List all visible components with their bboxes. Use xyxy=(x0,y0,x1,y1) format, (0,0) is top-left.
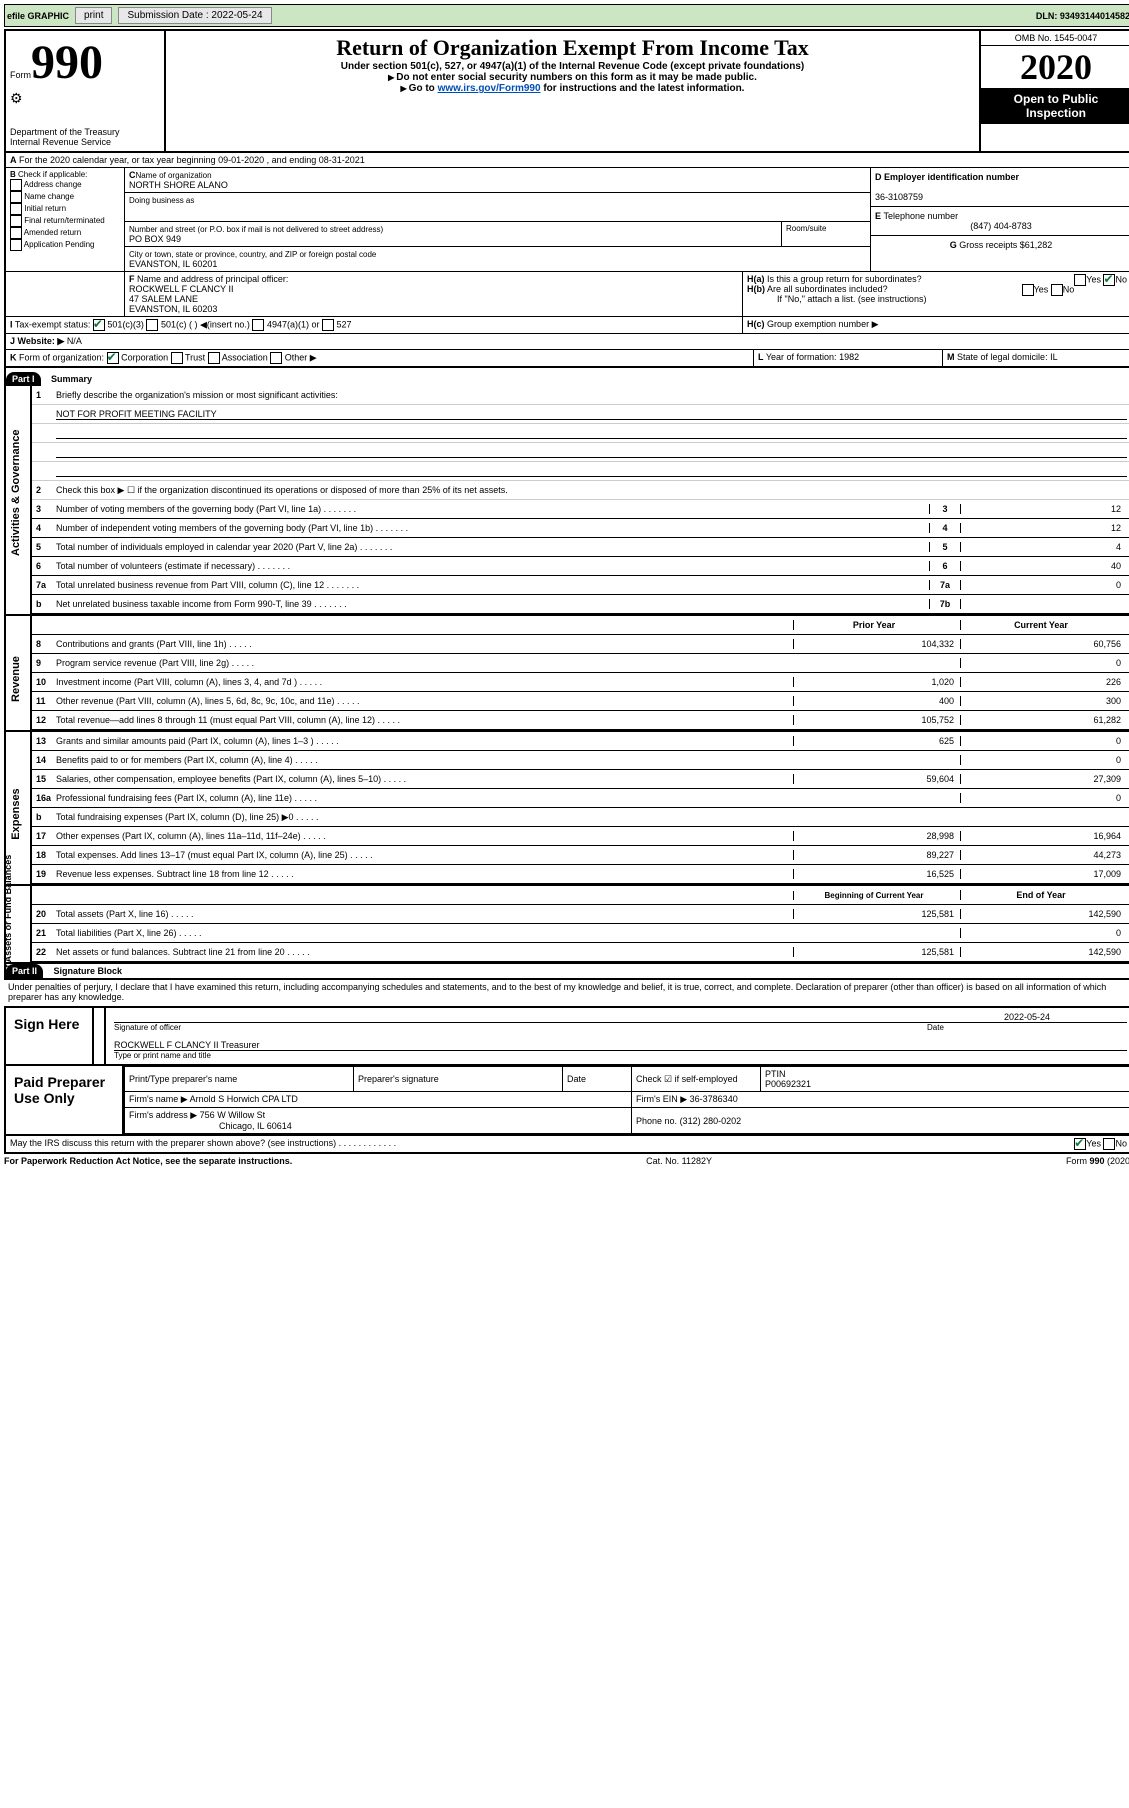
officer-name: ROCKWELL F CLANCY II xyxy=(129,284,234,294)
activities-governance: Activities & Governance 1Briefly describ… xyxy=(4,386,1129,616)
form-header: Form990 ⚙ Department of the Treasury Int… xyxy=(4,29,1129,153)
open-inspection: Open to Public Inspection xyxy=(981,88,1129,124)
revenue-section: Revenue Prior YearCurrent Year 8Contribu… xyxy=(4,616,1129,732)
tax-year: 2020 xyxy=(981,46,1129,88)
expenses-section: Expenses 13Grants and similar amounts pa… xyxy=(4,732,1129,886)
subtitle-1: Under section 501(c), 527, or 4947(a)(1)… xyxy=(170,61,975,72)
sign-date: 2022-05-24 xyxy=(927,1012,1127,1023)
paid-preparer-block: Paid Preparer Use Only Print/Type prepar… xyxy=(4,1066,1129,1136)
paperwork-notice: For Paperwork Reduction Act Notice, see … xyxy=(4,1156,292,1166)
officer-sig-name: ROCKWELL F CLANCY II Treasurer xyxy=(114,1040,1127,1051)
top-bar: efile GRAPHIC print Submission Date : 20… xyxy=(4,4,1129,27)
irs-label: Internal Revenue Service xyxy=(10,137,160,147)
part1-header: Part I xyxy=(6,372,41,386)
sign-here-block: Sign Here 2022-05-24 Signature of office… xyxy=(4,1006,1129,1066)
firm-ein: 36-3786340 xyxy=(690,1094,738,1104)
form-number: 990 xyxy=(31,36,103,89)
irs-link[interactable]: www.irs.gov/Form990 xyxy=(438,83,541,94)
submission-date: Submission Date : 2022-05-24 xyxy=(118,7,271,24)
efile-label: efile GRAPHIC xyxy=(7,11,69,21)
state: IL xyxy=(1050,352,1058,362)
firm-name: Arnold S Horwich CPA LTD xyxy=(190,1094,298,1104)
form-word: Form xyxy=(10,70,31,80)
print-button[interactable]: print xyxy=(75,7,112,24)
year-formation: 1982 xyxy=(839,352,859,362)
form-ref: Form 990 (2020) xyxy=(1066,1156,1129,1166)
org-name: NORTH SHORE ALANO xyxy=(129,180,228,190)
ein: 36-3108759 xyxy=(875,192,923,202)
form-title: Return of Organization Exempt From Incom… xyxy=(170,35,975,61)
mission: NOT FOR PROFIT MEETING FACILITY xyxy=(56,409,1127,420)
phone: (847) 404-8783 xyxy=(875,221,1127,231)
dln: DLN: 93493144014582 xyxy=(1036,11,1129,21)
preparer-phone: (312) 280-0202 xyxy=(680,1116,742,1126)
omb-number: OMB No. 1545-0047 xyxy=(981,31,1129,46)
cat-no: Cat. No. 11282Y xyxy=(646,1156,712,1166)
city: EVANSTON, IL 60201 xyxy=(129,259,217,269)
gross-receipts: 61,282 xyxy=(1025,240,1053,250)
declaration: Under penalties of perjury, I declare th… xyxy=(4,980,1129,1004)
dept-treasury: Department of the Treasury xyxy=(10,127,160,137)
ptin: P00692321 xyxy=(765,1079,811,1089)
street: PO BOX 949 xyxy=(129,234,181,244)
website: N/A xyxy=(67,336,82,346)
subtitle-2: Do not enter social security numbers on … xyxy=(170,72,975,83)
period: For the 2020 calendar year, or tax year … xyxy=(19,155,365,165)
netassets-section: Net Assets or Fund Balances Beginning of… xyxy=(4,886,1129,964)
